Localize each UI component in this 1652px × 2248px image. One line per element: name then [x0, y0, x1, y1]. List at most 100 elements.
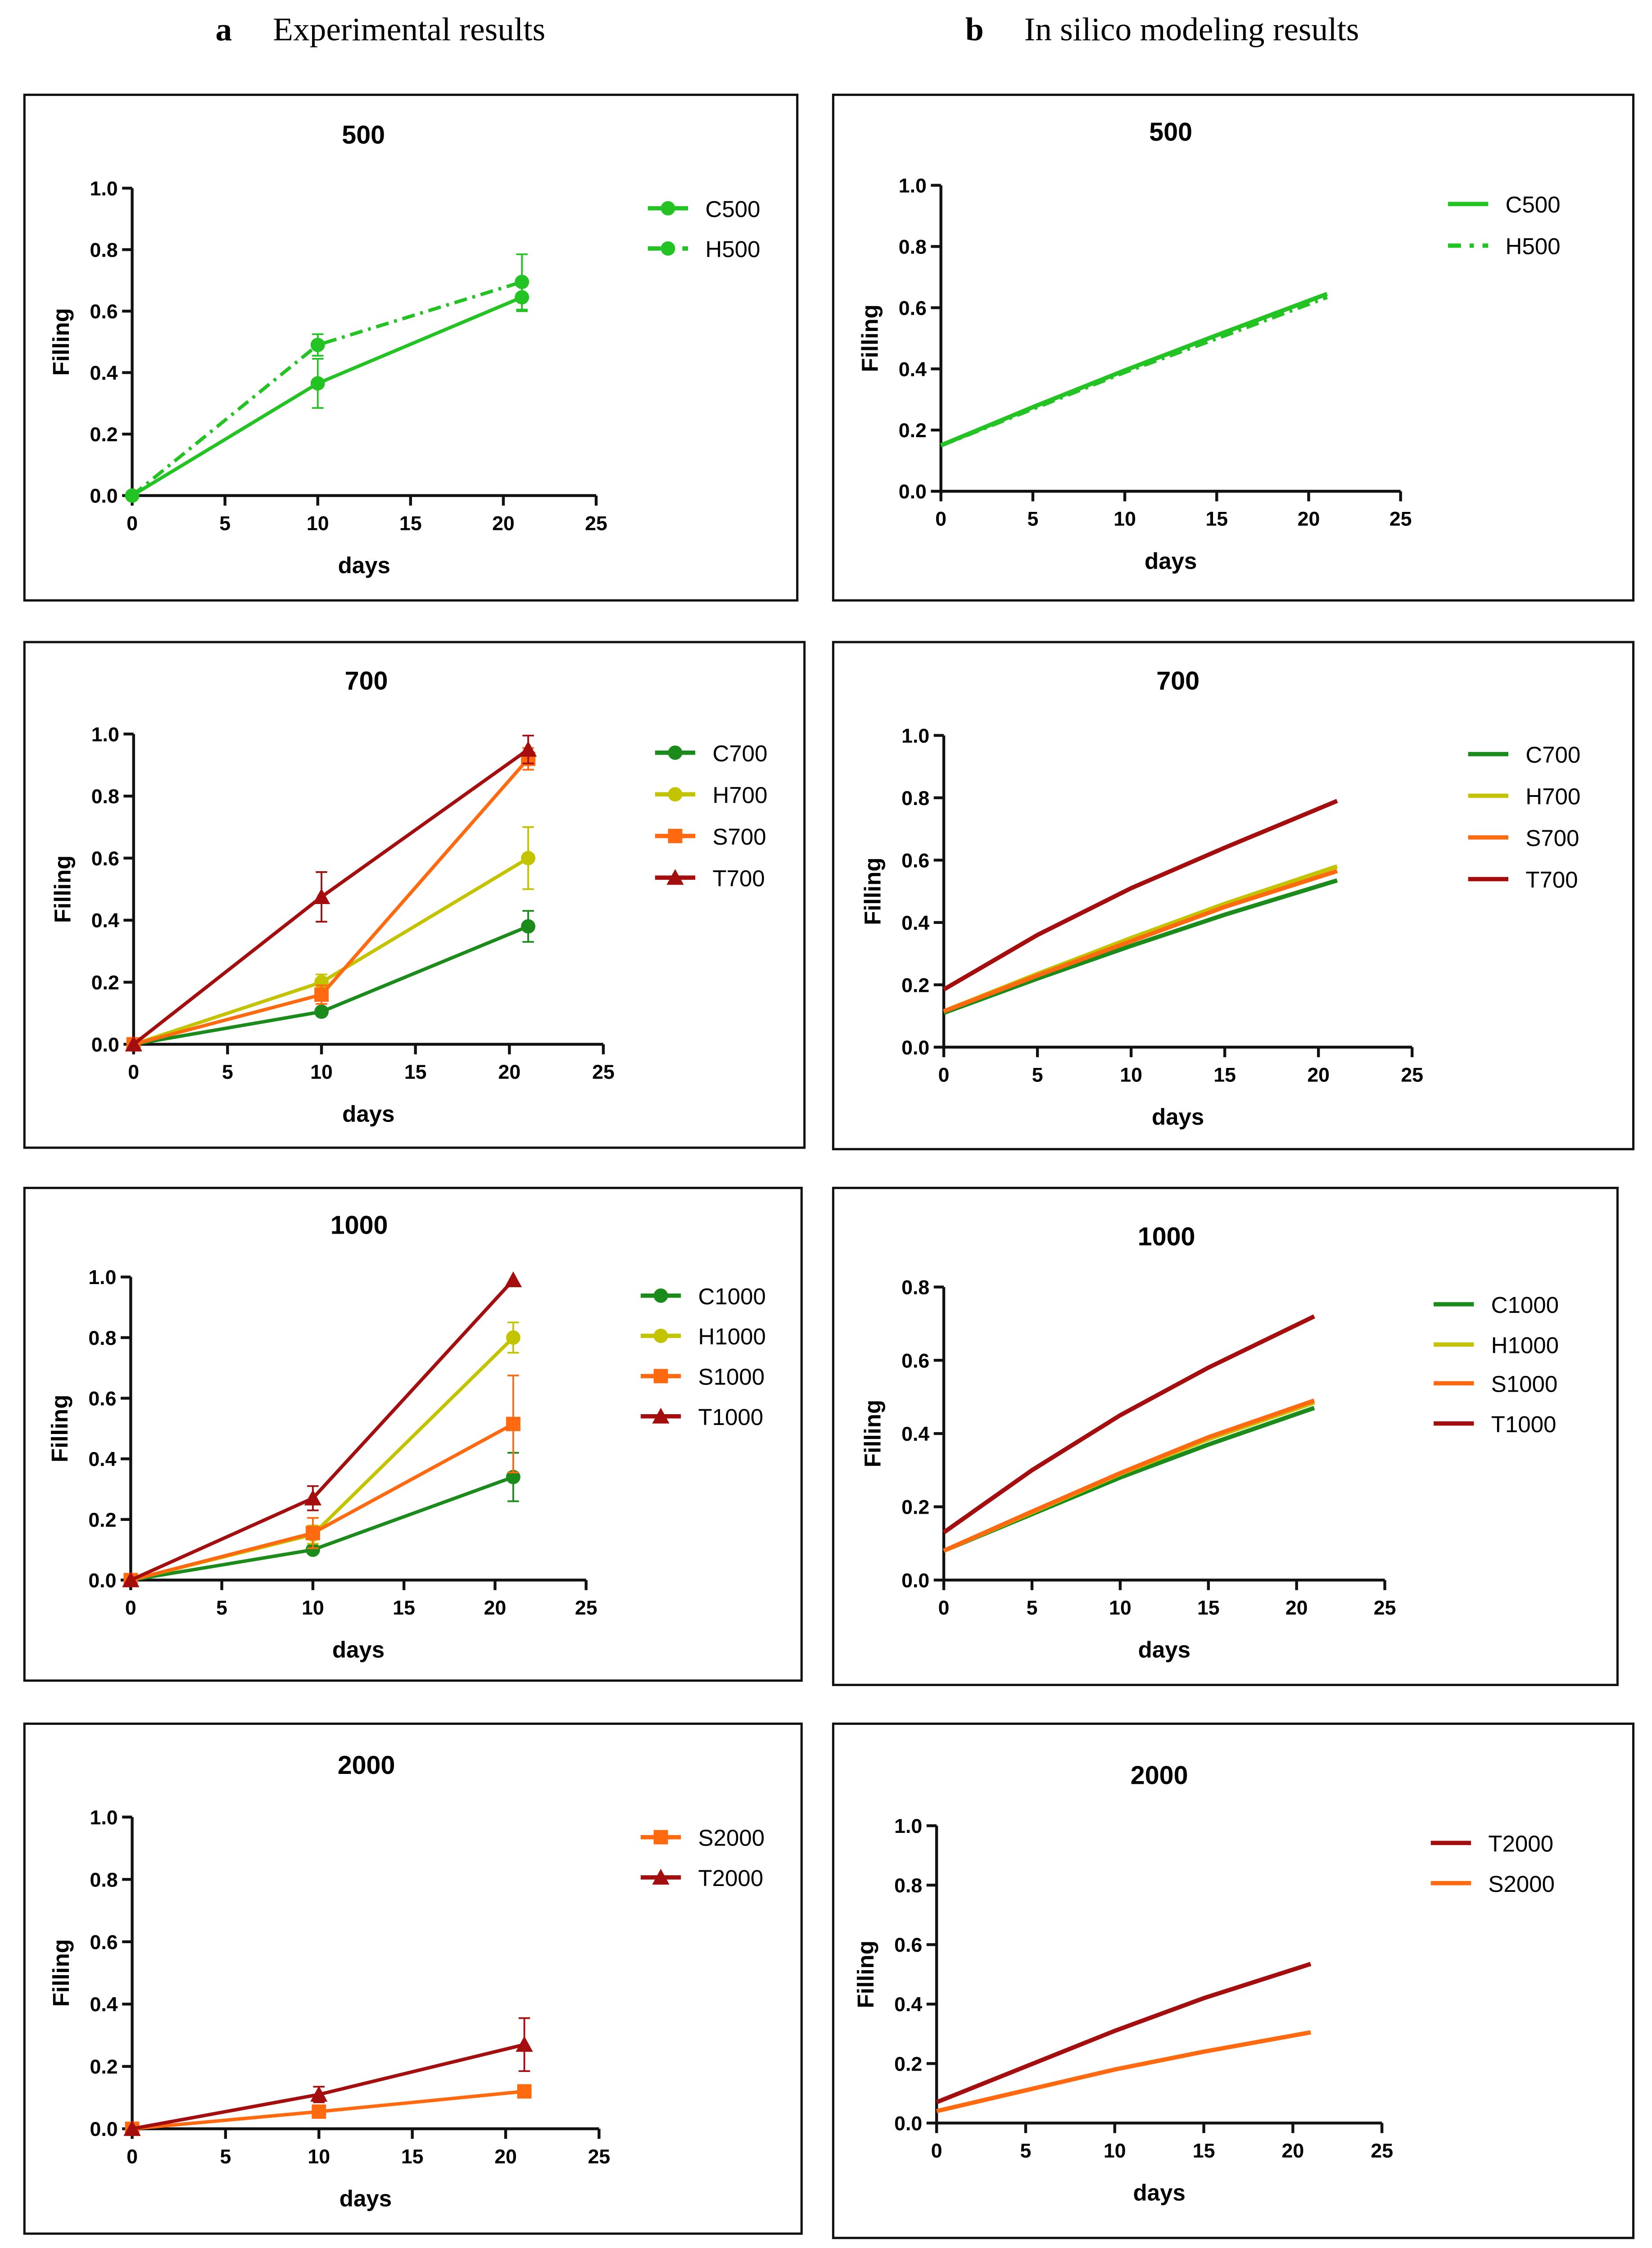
y-tick-label: 0.8: [90, 1869, 118, 1891]
panel-frame: [23, 94, 799, 602]
series-S2000: [936, 2030, 1311, 2113]
y-tick-label: 1.0: [894, 1815, 922, 1837]
x-tick-label: 25: [588, 2146, 611, 2168]
y-tick-label: 0.0: [901, 1037, 929, 1059]
legend-label: H700: [1525, 784, 1580, 810]
x-axis-label: days: [338, 552, 390, 578]
panel-a-letter: a: [216, 11, 232, 47]
series-line: [132, 748, 530, 1046]
y-tick-label: 0.4: [894, 1994, 922, 2016]
series-line: [943, 878, 1338, 1015]
legend-item-H500: H500: [647, 236, 760, 262]
chart-a-2000: 2000 0 5 10 15 20 25 0.0 0.2 0.4 0.6 0.8 1.0 days Fill…: [23, 1722, 803, 2235]
series-line: [940, 295, 1328, 448]
legend-marker: [666, 869, 684, 885]
y-tick-label: 0.2: [90, 424, 118, 446]
x-tick-label: 15: [1213, 1064, 1236, 1086]
series-T700: [125, 734, 537, 1052]
data-point: [504, 1271, 522, 1287]
x-tick-label: 10: [1104, 2140, 1126, 2162]
legend-item-T700: T700: [1468, 867, 1578, 893]
y-tick-label: 0.4: [899, 358, 927, 380]
y-tick-label: 0.2: [901, 1497, 929, 1519]
x-tick-label: 15: [1193, 2140, 1215, 2162]
series-line: [936, 1962, 1312, 2104]
x-tick-label: 10: [1120, 1064, 1142, 1086]
legend-item-S700: S700: [655, 824, 766, 850]
legend-item-H700: H700: [655, 782, 767, 808]
data-point: [312, 888, 330, 905]
series-line: [943, 1398, 1315, 1553]
y-tick-label: 1.0: [90, 1807, 118, 1829]
x-tick-label: 20: [484, 1597, 507, 1619]
x-tick-label: 20: [1285, 1597, 1308, 1619]
chart-b-700: 700 0 5 10 15 20 25 0.0 0.2 0.4 0.6 0.8 1.0 days Filli…: [832, 641, 1635, 1150]
data-point: [125, 1036, 142, 1052]
legend-label: C1000: [698, 1284, 766, 1309]
y-axis-label: Filling: [860, 858, 886, 925]
x-tick-label: 15: [1197, 1597, 1220, 1619]
legend-label: C500: [706, 196, 760, 222]
panel-b-letter: b: [965, 11, 984, 47]
x-tick-label: 10: [302, 1597, 324, 1619]
x-tick-label: 5: [220, 2146, 231, 2168]
series-line: [131, 295, 523, 497]
legend-item-H700: H700: [1468, 784, 1580, 810]
y-tick-label: 0.0: [894, 2112, 922, 2135]
y-tick-label: 0.2: [90, 2056, 118, 2078]
data-point: [310, 2085, 328, 2102]
x-tick-label: 0: [127, 2146, 138, 2168]
legend-label: H1000: [1491, 1332, 1559, 1358]
data-point: [519, 741, 537, 757]
series-H500: [125, 253, 530, 503]
x-axis-label: days: [332, 1637, 385, 1663]
series-S700: [126, 747, 536, 1052]
y-tick-label: 0.6: [88, 1388, 116, 1410]
data-point: [521, 919, 536, 934]
series-H1000: [943, 1400, 1315, 1553]
series-S700: [943, 869, 1338, 1013]
series-line: [131, 2043, 525, 2130]
x-tick-label: 5: [216, 1597, 227, 1619]
x-tick-label: 15: [1205, 508, 1228, 530]
series-C700: [943, 878, 1338, 1015]
x-tick-label: 15: [404, 1061, 427, 1083]
series-H700: [126, 826, 536, 1052]
y-tick-label: 0.6: [894, 1934, 922, 1956]
y-tick-label: 0.8: [901, 787, 929, 810]
chart-title: 500: [1149, 118, 1192, 147]
y-axis-label: Filling: [48, 1939, 74, 2007]
legend-label: S1000: [1491, 1371, 1558, 1397]
y-tick-label: 0.8: [899, 236, 927, 258]
data-point: [506, 1416, 520, 1431]
y-tick-label: 1.0: [91, 724, 119, 746]
x-tick-label: 10: [1109, 1597, 1132, 1619]
y-tick-label: 0.8: [90, 239, 118, 261]
chart-b-1000: 1000 0 5 10 15 20 25 0.0 0.2 0.4 0.6 0.8 days Filling…: [832, 1186, 1619, 1686]
data-point: [506, 1330, 520, 1345]
legend-item-S2000: S2000: [1430, 1871, 1555, 1897]
x-tick-label: 0: [935, 508, 946, 530]
y-tick-label: 0.2: [91, 972, 119, 994]
legend-item-T1000: T1000: [640, 1404, 763, 1430]
data-point: [506, 1470, 520, 1484]
legend-marker: [653, 1288, 668, 1303]
chart-title: 500: [342, 121, 385, 149]
chart-title: 2000: [1131, 1761, 1188, 1790]
panel-frame: [832, 94, 1635, 602]
x-tick-label: 0: [938, 1597, 950, 1619]
y-tick-label: 0.6: [90, 301, 118, 323]
y-axis-label: Filling: [50, 855, 75, 923]
y-tick-label: 0.8: [88, 1327, 116, 1349]
x-tick-label: 5: [1020, 2140, 1032, 2162]
x-axis-label: days: [1133, 2180, 1186, 2206]
y-tick-label: 1.0: [90, 178, 118, 200]
y-tick-label: 0.4: [90, 362, 118, 384]
legend-label: C700: [712, 741, 767, 766]
legend-label: C1000: [1491, 1292, 1559, 1318]
data-point: [310, 338, 325, 353]
legend-item-H1000: H1000: [1434, 1332, 1559, 1358]
series-T700: [942, 799, 1338, 991]
legend-label: H500: [1506, 234, 1561, 259]
